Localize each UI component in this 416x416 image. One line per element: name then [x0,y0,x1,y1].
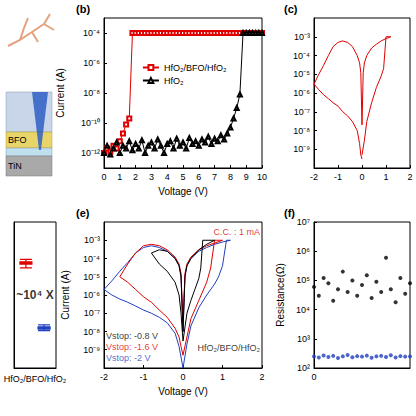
svg-text:Vstop: -2 V: Vstop: -2 V [106,353,151,363]
svg-text:-2: -2 [100,372,108,382]
svg-text:-2: -2 [310,172,318,182]
svg-text:1: 1 [220,372,225,382]
svg-text:3: 3 [149,172,154,182]
svg-text:10: 10 [257,172,267,182]
svg-text:1: 1 [117,172,122,182]
svg-text:Voltage (V): Voltage (V) [158,386,207,397]
svg-text:10⁻⁶: 10⁻⁶ [293,88,310,98]
svg-text:0: 0 [311,372,316,382]
svg-text:10⁻⁸: 10⁻⁸ [83,327,100,337]
svg-text:10⁻⁹: 10⁻⁹ [83,345,100,355]
svg-text:BFO: BFO [8,135,27,145]
svg-text:8: 8 [228,172,233,182]
svg-text:10⁻⁵: 10⁻⁵ [293,69,310,79]
svg-text:10⁻⁸: 10⁻⁸ [293,126,310,136]
svg-text:10⁻⁶: 10⁻⁶ [83,290,100,300]
svg-text:10⁻⁸: 10⁻⁸ [83,88,100,98]
svg-text:Current (A): Current (A) [55,68,66,117]
svg-text:HfO₂/BFO/HfO₂: HfO₂/BFO/HfO₂ [164,63,227,73]
svg-text:4: 4 [165,172,170,182]
svg-text:Resistance(Ω): Resistance(Ω) [275,263,286,327]
svg-text:9: 9 [244,172,249,182]
svg-text:-1: -1 [334,172,342,182]
svg-text:10⁻³: 10⁻³ [294,32,310,42]
svg-text:TiN: TiN [8,161,22,171]
svg-text:10⁻⁴: 10⁻⁴ [83,28,100,38]
svg-text:HfO₂: HfO₂ [164,76,184,86]
svg-text:-1: -1 [139,372,147,382]
svg-text:(f): (f) [284,207,295,219]
svg-text:2: 2 [407,172,412,182]
svg-text:10⁻³: 10⁻³ [84,235,100,245]
svg-text:10⁻⁴: 10⁻⁴ [293,51,310,61]
svg-text:10⁻⁴: 10⁻⁴ [83,254,100,264]
svg-text:10⁶: 10⁶ [296,246,310,256]
svg-text:10⁻⁷: 10⁻⁷ [294,107,310,117]
svg-text:7: 7 [212,172,217,182]
svg-text:Vstop: -1.6 V: Vstop: -1.6 V [106,342,158,352]
svg-text:10⁻¹²: 10⁻¹² [81,148,100,158]
svg-text:10²: 10² [297,363,310,373]
svg-text:(b): (b) [76,3,90,15]
svg-text:0: 0 [359,172,364,182]
svg-text:HfO₂/BFO/HfO₂: HfO₂/BFO/HfO₂ [198,343,261,353]
svg-text:10⁵: 10⁵ [296,275,310,285]
svg-text:HfO₂/BFO/HfO₂: HfO₂/BFO/HfO₂ [4,374,67,384]
svg-text:C.C. : 1 mA: C.C. : 1 mA [214,227,261,237]
svg-text:2: 2 [259,372,264,382]
svg-text:10⁷: 10⁷ [297,217,310,227]
svg-text:10⁻⁹: 10⁻⁹ [293,144,310,154]
svg-text:10⁻⁶: 10⁻⁶ [83,58,100,68]
svg-text:10⁻⁷: 10⁻⁷ [84,308,100,318]
svg-text:(e): (e) [76,207,90,219]
svg-text:~10⁴ X: ~10⁴ X [16,288,54,302]
svg-text:Voltage (V): Voltage (V) [158,186,207,197]
svg-text:10⁻¹⁰: 10⁻¹⁰ [81,118,100,128]
svg-text:(c): (c) [284,3,298,15]
svg-text:10⁴: 10⁴ [296,305,310,315]
svg-text:Vstop: -0.8 V: Vstop: -0.8 V [106,331,158,341]
svg-text:2: 2 [133,172,138,182]
svg-text:10³: 10³ [297,334,310,344]
svg-text:Current (A): Current (A) [60,270,71,319]
svg-text:10⁻⁵: 10⁻⁵ [83,272,100,282]
svg-text:6: 6 [196,172,201,182]
svg-text:0: 0 [101,172,106,182]
svg-text:0: 0 [180,372,185,382]
svg-text:5: 5 [180,172,185,182]
svg-text:1: 1 [383,172,388,182]
